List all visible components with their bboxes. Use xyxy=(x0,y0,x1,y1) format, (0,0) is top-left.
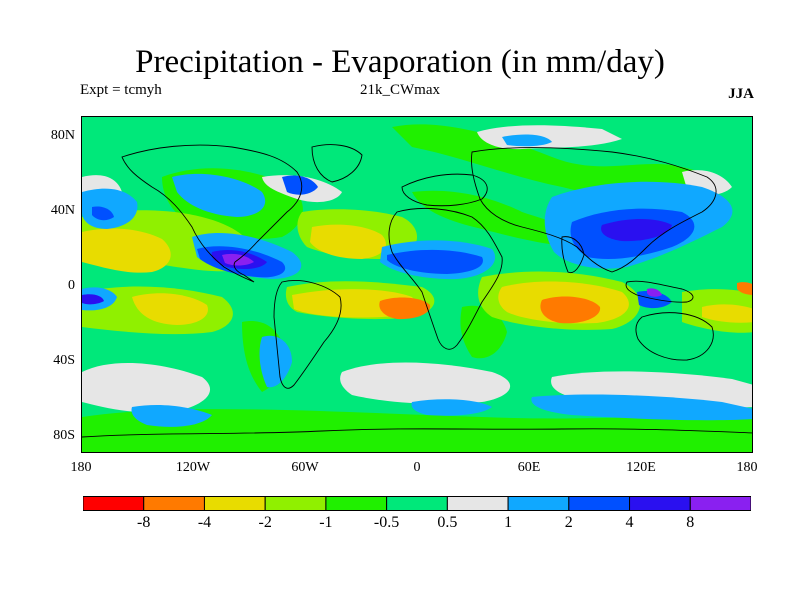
precip-evap-map xyxy=(81,116,753,453)
season-label: JJA xyxy=(728,86,754,102)
coast-africa xyxy=(388,207,503,350)
colorbar-swatch xyxy=(507,496,570,511)
chart-title: Precipitation - Evaporation (in mm/day) xyxy=(135,44,665,80)
lon-label-180w: 180 xyxy=(70,460,92,475)
colorbar-swatches xyxy=(83,496,751,511)
lon-label-120e: 120E xyxy=(626,460,656,475)
colorbar-swatch xyxy=(143,496,205,511)
lon-label-120w: 120W xyxy=(175,460,211,475)
colorbar-swatch xyxy=(203,496,266,511)
coast-australia xyxy=(635,312,714,361)
lat-label-40n: 40N xyxy=(50,203,75,218)
colorbar-label: 1 xyxy=(504,514,513,531)
coast-maritime xyxy=(625,280,694,303)
lon-label-60e: 60E xyxy=(517,460,541,475)
colorbar-label: -2 xyxy=(258,514,272,531)
colorbar-swatch xyxy=(325,496,388,511)
colorbar-label: -8 xyxy=(137,514,151,531)
colorbar-swatch xyxy=(264,496,327,511)
field-orange-regions xyxy=(379,282,752,324)
colorbar-swatch xyxy=(386,496,448,511)
coast-europe xyxy=(401,173,488,207)
lon-label-0: 0 xyxy=(413,460,421,475)
lat-label-0: 0 xyxy=(68,278,75,293)
colorbar-label: -4 xyxy=(197,514,212,531)
colorbar-label: 2 xyxy=(564,514,573,531)
colorbar-label: -1 xyxy=(319,514,333,531)
coast-india xyxy=(561,236,585,274)
coast-north-america xyxy=(121,144,303,283)
coastlines xyxy=(82,144,752,438)
colorbar-label: 4 xyxy=(625,514,634,531)
lon-label-180e: 180 xyxy=(736,460,758,475)
lon-label-60w: 60W xyxy=(291,460,319,475)
run-label: 21k_CWmax xyxy=(360,82,440,98)
experiment-label: Expt = tcmyh xyxy=(80,82,162,98)
colorbar-swatch xyxy=(568,496,631,511)
lat-label-80n: 80N xyxy=(50,128,75,143)
coast-asia xyxy=(471,147,717,273)
colorbar-label: 8 xyxy=(686,514,695,531)
colorbar-label: 0.5 xyxy=(437,514,458,531)
coast-antarctica xyxy=(82,428,752,438)
colorbar-swatch xyxy=(629,496,691,511)
lat-label-40s: 40S xyxy=(53,353,75,368)
colorbar xyxy=(83,496,751,511)
colorbar-label: -0.5 xyxy=(373,514,400,531)
colorbar-swatch xyxy=(446,496,509,511)
map-canvas xyxy=(82,117,752,452)
field-yellow-regions xyxy=(82,224,752,325)
colorbar-swatch xyxy=(689,496,751,511)
coast-greenland xyxy=(311,144,363,183)
colorbar-swatch xyxy=(83,496,145,511)
lat-label-80s: 80S xyxy=(53,428,75,443)
coast-south-america xyxy=(273,280,342,389)
